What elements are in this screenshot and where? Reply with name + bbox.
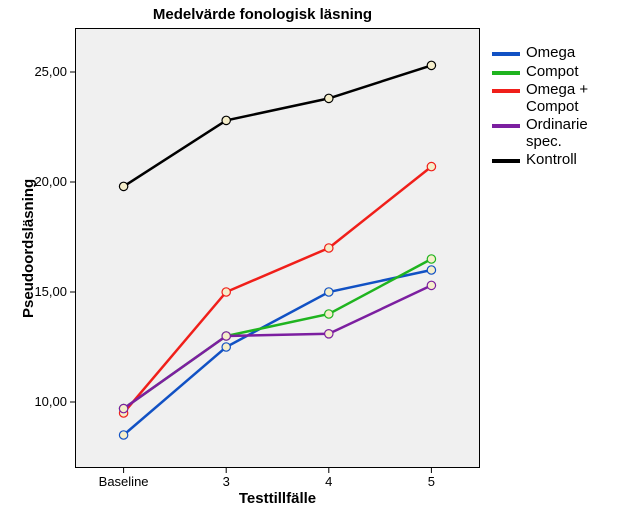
x-axis-label: Testtillfälle: [75, 490, 480, 507]
legend-label: Kontroll: [526, 152, 577, 169]
legend: Omega CompotOmega + CompotOrdinarie spec.…: [492, 45, 616, 171]
legend-swatch: [492, 159, 520, 163]
x-tick-label: 5: [401, 474, 461, 489]
legend-swatch: [492, 89, 520, 93]
y-tick-label: 20,00: [34, 174, 67, 189]
legend-label: Omega + Compot: [526, 82, 616, 115]
series-marker-Kontroll: [222, 116, 230, 124]
series-line-Omega: [124, 270, 432, 435]
legend-swatch: [492, 52, 520, 56]
legend-label: Omega: [526, 45, 575, 62]
legend-label: Ordinarie spec.: [526, 117, 616, 150]
legend-item-Ordinarie: Ordinarie spec.: [492, 117, 616, 150]
y-tick-label: 25,00: [34, 64, 67, 79]
legend-item-Compot: Compot: [492, 64, 616, 81]
series-marker-Kontroll: [119, 182, 127, 190]
series-line-Ordinarie: [124, 285, 432, 408]
legend-swatch: [492, 124, 520, 128]
chart-figure: Medelvärde fonologisk läsning Pseudoords…: [0, 0, 625, 526]
series-marker-Omega: [325, 288, 333, 296]
series-marker-Ordinarie: [119, 404, 127, 412]
series-line-Kontroll: [124, 65, 432, 186]
series-marker-Omega: [119, 431, 127, 439]
legend-item-Kontroll: Kontroll: [492, 152, 616, 169]
series-marker-Compot: [325, 310, 333, 318]
legend-label: Compot: [526, 64, 579, 81]
series-marker-Ordinarie: [222, 332, 230, 340]
legend-item-OmegaCompot: Omega + Compot: [492, 82, 616, 115]
x-tick-label: 3: [196, 474, 256, 489]
series-marker-Kontroll: [325, 94, 333, 102]
series-marker-Compot: [427, 255, 435, 263]
series-marker-OmegaCompot: [427, 162, 435, 170]
series-marker-Ordinarie: [427, 281, 435, 289]
series-marker-OmegaCompot: [325, 244, 333, 252]
series-marker-Ordinarie: [325, 330, 333, 338]
y-tick-label: 10,00: [34, 394, 67, 409]
series-marker-Omega: [427, 266, 435, 274]
y-tick-label: 15,00: [34, 284, 67, 299]
series-marker-Omega: [222, 343, 230, 351]
legend-item-Omega: Omega: [492, 45, 616, 62]
x-tick-label: Baseline: [94, 474, 154, 489]
series-marker-OmegaCompot: [222, 288, 230, 296]
legend-swatch: [492, 71, 520, 75]
x-tick-label: 4: [299, 474, 359, 489]
series-marker-Kontroll: [427, 61, 435, 69]
